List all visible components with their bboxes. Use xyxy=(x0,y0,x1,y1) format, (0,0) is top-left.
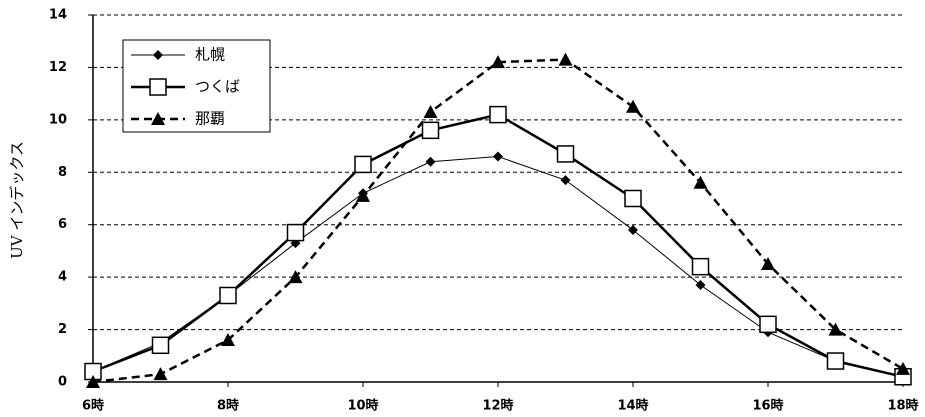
marker xyxy=(489,105,507,124)
marker xyxy=(695,280,706,291)
legend-label: 那覇 xyxy=(195,110,225,128)
x-tick-label: 16時 xyxy=(752,398,783,414)
y-tick-label: 12 xyxy=(49,60,67,75)
marker xyxy=(628,224,638,235)
marker xyxy=(288,270,303,284)
marker xyxy=(691,257,710,276)
y-tick-label: 14 xyxy=(49,8,67,23)
marker xyxy=(560,175,571,186)
marker xyxy=(356,188,370,202)
legend-marker xyxy=(149,78,167,96)
x-tick-label: 12時 xyxy=(482,398,513,414)
x-tick-label: 18時 xyxy=(887,398,918,414)
marker xyxy=(354,155,372,174)
marker xyxy=(86,375,100,388)
legend-label: 札幌 xyxy=(195,46,225,64)
marker xyxy=(286,223,305,242)
series-line xyxy=(92,156,904,378)
marker xyxy=(558,52,573,66)
y-tick-label: 8 xyxy=(58,165,67,180)
marker xyxy=(556,145,575,163)
marker xyxy=(423,104,438,118)
y-tick-label: 6 xyxy=(58,217,67,232)
x-tick-label: 8時 xyxy=(217,398,239,414)
marker xyxy=(624,189,642,208)
marker xyxy=(626,99,640,113)
marker xyxy=(219,286,237,305)
y-tick-label: 2 xyxy=(58,322,67,337)
legend-marker xyxy=(151,112,165,125)
marker xyxy=(221,333,235,347)
marker xyxy=(896,361,910,375)
y-tick-label: 10 xyxy=(49,112,67,127)
marker xyxy=(151,336,170,355)
marker xyxy=(759,315,777,334)
marker xyxy=(491,55,505,69)
x-tick-label: 6時 xyxy=(82,398,104,414)
marker xyxy=(826,352,845,370)
marker xyxy=(425,156,436,167)
x-tick-label: 14時 xyxy=(617,398,648,414)
marker xyxy=(153,367,168,381)
y-tick-label: 4 xyxy=(58,270,67,285)
marker xyxy=(421,121,440,140)
marker xyxy=(761,257,775,271)
legend-marker xyxy=(153,50,163,60)
marker xyxy=(693,175,708,189)
x-tick-label: 10時 xyxy=(347,398,378,414)
legend-label: つくば xyxy=(195,78,240,96)
y-axis-label: UV インデックス xyxy=(8,141,26,259)
y-tick-label: 0 xyxy=(58,375,67,390)
marker xyxy=(828,322,843,336)
marker xyxy=(493,151,503,162)
